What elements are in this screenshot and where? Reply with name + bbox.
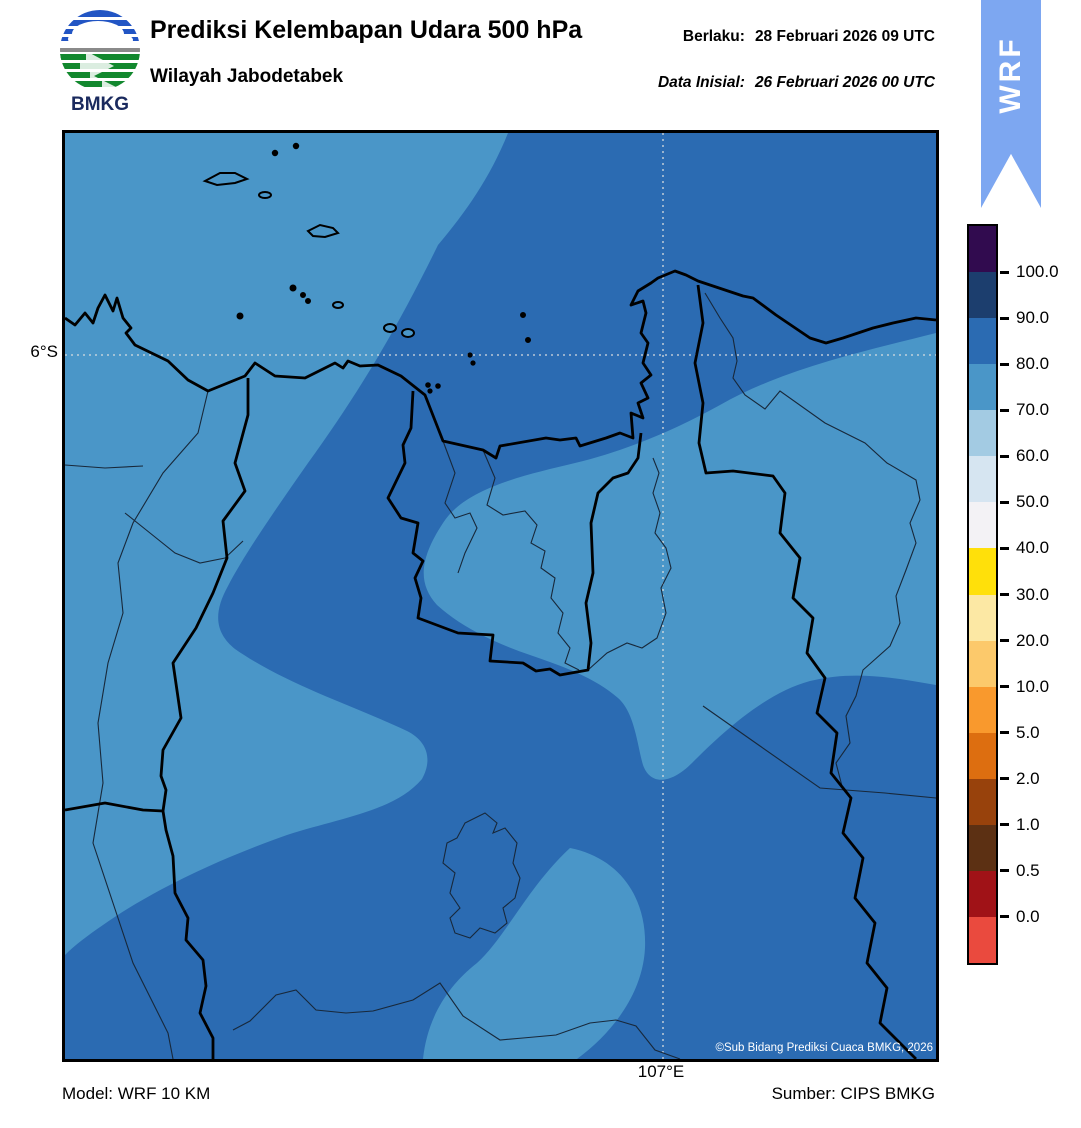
colorbar-segment [969, 410, 996, 457]
colorbar-tick-label: 20.0 [1016, 630, 1050, 650]
colorbar-tick-mark [1000, 546, 1009, 550]
colorbar-segment [969, 272, 996, 319]
latitude-label: 6°S [30, 342, 58, 361]
colorbar-tick-mark [1000, 731, 1009, 735]
regency-boundaries [64, 292, 937, 1060]
colorbar-segment [969, 686, 996, 733]
initial-data-value: 26 Februari 2026 00 UTC [754, 74, 935, 91]
wrf-ribbon-label: WRF [994, 36, 1027, 114]
colorbar-tick-label: 90.0 [1016, 308, 1050, 328]
source-label: Sumber: CIPS BMKG [771, 1084, 935, 1103]
colorbar-tick-label: 5.0 [1016, 722, 1040, 742]
colorbar-segment [969, 456, 996, 503]
map-copyright: ©Sub Bidang Prediksi Cuaca BMKG, 2026 [715, 1042, 933, 1054]
model-label: Model: WRF 10 KM [62, 1084, 211, 1103]
colorbar-tick-mark [1000, 639, 1009, 643]
colorbar [967, 224, 998, 965]
humidity-map: ©Sub Bidang Prediksi Cuaca BMKG, 2026 [62, 130, 939, 1062]
colorbar-tick-mark [1000, 915, 1009, 919]
colorbar-tick-label: 80.0 [1016, 354, 1050, 374]
province-boundaries [64, 284, 917, 1060]
contour-band-70-80-south [423, 848, 646, 1059]
initial-data-label: Data Inisial: [657, 74, 745, 91]
colorbar-segment [969, 870, 996, 917]
colorbar-tick-mark [1000, 408, 1009, 412]
bmkg-logo: BMKG [48, 6, 152, 115]
bmkg-logo-icon: BMKG [60, 10, 140, 115]
colorbar-tick-label: 0.0 [1016, 906, 1040, 926]
islands [202, 142, 531, 394]
contour-band-70-80-tongue [423, 333, 936, 780]
colorbar-segment [969, 318, 996, 365]
longitude-label: 107°E [637, 1062, 685, 1081]
colorbar-segment [969, 824, 996, 871]
valid-time-value: 28 Februari 2026 09 UTC [754, 28, 935, 45]
colorbar-tick-mark [1000, 593, 1009, 596]
valid-time-label: Berlaku: [682, 28, 745, 45]
humidity-map-canvas: ©Sub Bidang Prediksi Cuaca BMKG, 2026 [64, 133, 937, 1060]
colorbar-tick-label: 100.0 [1016, 262, 1059, 282]
colorbar-tick-mark [1000, 685, 1009, 689]
initial-data-time: Data Inisial: 26 Februari 2026 00 UTC [658, 74, 935, 92]
colorbar-tick-label: 1.0 [1016, 814, 1040, 834]
coastline [64, 269, 937, 460]
colorbar-tick-label: 10.0 [1016, 676, 1050, 696]
colorbar-segment [969, 364, 996, 411]
colorbar-segment [969, 916, 996, 963]
valid-time: Berlaku: 28 Februari 2026 09 UTC [683, 28, 935, 46]
colorbar-segment [969, 548, 996, 595]
colorbar-tick-mark [1000, 454, 1009, 458]
colorbar-segment [969, 594, 996, 641]
colorbar-tick-mark [1000, 270, 1009, 274]
colorbar-tick-label: 30.0 [1016, 584, 1050, 604]
colorbar-segment [969, 732, 996, 779]
colorbar-tick-mark [1000, 500, 1009, 504]
colorbar-tick-label: 2.0 [1016, 768, 1040, 788]
colorbar-tick-mark [1000, 869, 1009, 873]
colorbar-tick-mark [1000, 316, 1009, 320]
colorbar-segment [969, 226, 996, 273]
page-subtitle: Wilayah Jabodetabek [150, 66, 344, 87]
colorbar-tick-label: 70.0 [1016, 400, 1050, 420]
contour-band-70-80-west [65, 133, 508, 955]
colorbar-tick-label: 0.5 [1016, 860, 1040, 880]
colorbar-tick-mark [1000, 362, 1009, 366]
colorbar-tick-label: 40.0 [1016, 538, 1050, 558]
colorbar-tick-mark [1000, 777, 1009, 781]
bmkg-logo-text: BMKG [71, 94, 129, 114]
colorbar-tick-label: 60.0 [1016, 446, 1050, 466]
colorbar-tick-mark [1000, 823, 1009, 827]
page-title: Prediksi Kelembapan Udara 500 hPa [150, 16, 583, 44]
colorbar-segment [969, 778, 996, 825]
colorbar-segment [969, 502, 996, 549]
colorbar-segment [969, 640, 996, 687]
colorbar-tick-label: 50.0 [1016, 492, 1050, 512]
